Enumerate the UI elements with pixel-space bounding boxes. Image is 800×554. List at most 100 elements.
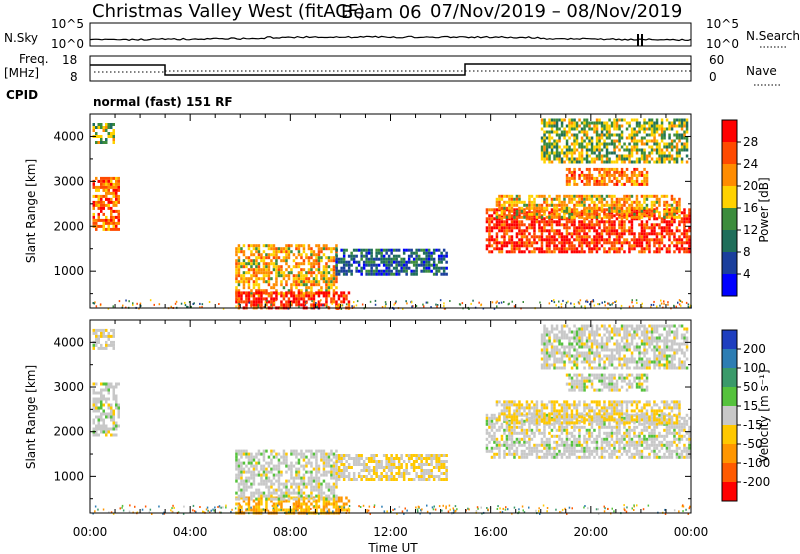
data-cell (335, 272, 338, 276)
data-cell (100, 391, 103, 395)
data-cell (608, 176, 611, 180)
data-cell (327, 247, 331, 251)
data-cell (618, 431, 621, 435)
data-cell (645, 173, 649, 177)
data-cell (563, 200, 566, 204)
data-cell (425, 251, 428, 255)
data-cell (518, 244, 521, 248)
data-cell (485, 229, 489, 233)
data-cell (100, 126, 103, 129)
data-cell (352, 260, 356, 264)
data-cell (105, 346, 108, 350)
data-cell (282, 491, 286, 495)
data-cell (678, 250, 681, 254)
data-cell (437, 478, 441, 481)
data-cell (480, 303, 483, 306)
data-cell (645, 133, 649, 137)
data-cell (350, 478, 353, 481)
data-cell (315, 482, 318, 486)
data-cell (648, 133, 651, 137)
data-cell (535, 206, 539, 210)
data-cell (678, 121, 681, 125)
data-cell (332, 297, 336, 301)
data-cell (620, 145, 624, 149)
data-cell (95, 132, 98, 135)
data-cell (267, 271, 271, 275)
data-cell (663, 235, 666, 239)
data-cell (325, 297, 328, 301)
data-cell (393, 303, 395, 306)
data-cell (588, 428, 591, 432)
data-cell (630, 244, 634, 248)
data-cell (683, 220, 686, 224)
data-cell (538, 203, 541, 207)
data-cell (660, 121, 664, 125)
data-cell (523, 413, 526, 417)
data-cell (615, 217, 619, 221)
data-cell (282, 297, 286, 301)
data-cell (307, 280, 311, 284)
data-cell (336, 308, 338, 310)
data-cell (555, 206, 559, 210)
data-cell (558, 139, 561, 143)
data-cell (683, 434, 686, 438)
data-cell (285, 294, 288, 298)
data-cell (245, 485, 248, 489)
data-cell (615, 203, 619, 207)
data-cell (402, 472, 406, 475)
data-cell (275, 253, 278, 257)
data-cell (655, 217, 659, 221)
data-cell (297, 244, 301, 248)
data-cell (300, 482, 303, 486)
data-cell (280, 494, 283, 498)
data-cell (610, 215, 614, 219)
data-cell (628, 209, 631, 213)
data-cell (322, 455, 326, 459)
data-cell (558, 208, 561, 212)
data-cell (175, 300, 178, 303)
data-cell (310, 289, 313, 293)
data-cell (400, 454, 403, 457)
data-cell (650, 431, 654, 435)
data-cell (360, 463, 363, 466)
data-cell (252, 244, 256, 248)
data-cell (643, 176, 646, 180)
data-cell (327, 497, 331, 501)
data-cell (292, 300, 296, 304)
data-cell (580, 139, 584, 143)
data-cell (295, 449, 298, 453)
data-cell (380, 272, 383, 276)
data-cell (311, 300, 313, 303)
data-cell (503, 200, 506, 204)
data-cell (307, 259, 311, 263)
data-cell (593, 206, 596, 210)
data-cell (395, 454, 398, 457)
data-cell (560, 148, 564, 152)
data-cell (680, 160, 684, 164)
data-cell (598, 238, 601, 242)
data-cell (555, 130, 559, 134)
data-cell (603, 425, 606, 429)
data-cell (545, 250, 549, 254)
data-cell (102, 221, 105, 225)
data-cell (337, 294, 341, 298)
data-cell (640, 244, 644, 248)
data-cell (285, 268, 288, 272)
data-cell (97, 337, 100, 341)
data-cell (658, 215, 661, 219)
data-cell (688, 416, 691, 420)
data-cell (525, 226, 529, 230)
data-cell (583, 250, 586, 254)
data-cell (247, 505, 251, 509)
data-cell (365, 457, 368, 460)
data-cell (570, 434, 574, 438)
data-cell (585, 151, 589, 155)
data-cell (653, 434, 656, 438)
data-cell (533, 247, 536, 251)
data-cell (550, 118, 554, 122)
data-cell (665, 203, 669, 207)
data-cell (645, 182, 649, 186)
data-cell (638, 244, 641, 248)
data-cell (650, 209, 654, 213)
data-cell (610, 200, 614, 204)
